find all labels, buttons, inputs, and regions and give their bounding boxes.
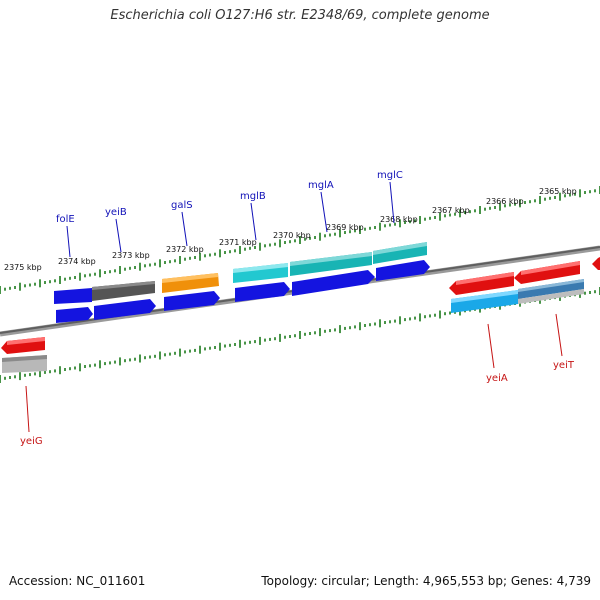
kbp-label: 2370 kbp (273, 231, 311, 240)
gene-arrow[interactable] (56, 307, 93, 323)
gene-name-folE[interactable]: folE (56, 214, 75, 225)
scale-ruler-top (0, 186, 600, 294)
accession-label: Accession: NC_011601 (9, 574, 146, 588)
gene-track-upper-row1 (54, 242, 427, 304)
gene-labels-lower: yeiG yeiA yeiT (20, 313, 575, 447)
kbp-label: 2373 kbp (112, 251, 150, 260)
gene-track-upper-row2 (56, 260, 430, 323)
kbp-label: 2374 kbp (58, 257, 96, 266)
kbp-label: 2372 kbp (166, 245, 204, 254)
gene-arrow[interactable] (376, 260, 430, 281)
gene-name-yeiA[interactable]: yeiA (486, 373, 508, 384)
gene-track-lower (1, 257, 600, 373)
kbp-label: 2367 kbp (432, 206, 470, 215)
map-title: Escherichia coli O127:H6 str. E2348/69, … (110, 8, 490, 23)
gene-arrow[interactable] (94, 299, 156, 320)
kbp-label: 2375 kbp (4, 263, 42, 272)
kbp-label: 2365 kbp (539, 187, 577, 196)
gene-arrow[interactable] (235, 282, 290, 302)
gene-arrow[interactable] (592, 257, 600, 270)
gene-arrow-folE[interactable] (54, 288, 92, 304)
gene-name-mglA[interactable]: mglA (308, 180, 334, 191)
gene-name-yeiG[interactable]: yeiG (20, 436, 43, 447)
gene-labels-upper: folE yeiB galS mglB mglA mglC (56, 170, 403, 258)
gene-arrow[interactable] (292, 270, 375, 296)
gene-name-mglC[interactable]: mglC (377, 170, 403, 181)
kbp-label: 2369 kbp (326, 223, 364, 232)
gene-name-yeiT[interactable]: yeiT (553, 360, 575, 371)
kbp-label: 2371 kbp (219, 238, 257, 247)
gene-name-mglB[interactable]: mglB (240, 191, 266, 202)
gene-name-yeiB[interactable]: yeiB (105, 207, 127, 218)
gene-arrow[interactable] (164, 291, 220, 311)
gene-name-galS[interactable]: galS (171, 200, 193, 211)
kbp-label: 2366 kbp (486, 197, 524, 206)
kbp-label: 2368 kbp (380, 215, 418, 224)
genome-summary: Topology: circular; Length: 4,965,553 bp… (261, 574, 591, 588)
scale-ruler-bottom (0, 287, 600, 383)
